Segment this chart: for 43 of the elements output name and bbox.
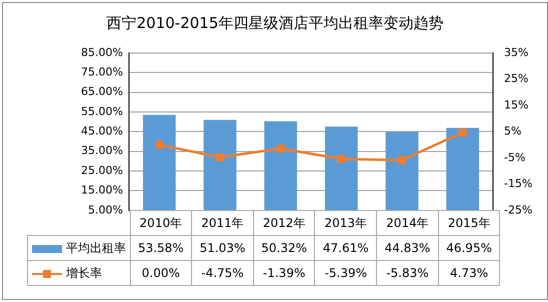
- legend-label: 增长率: [66, 266, 102, 280]
- data-label: 51.03%: [192, 236, 254, 261]
- y2-tick-label: 15%: [504, 98, 528, 112]
- y-tick-label: 25.00%: [81, 164, 123, 177]
- legend-label: 平均出租率: [66, 240, 126, 255]
- y-tick-label: 15.00%: [81, 184, 123, 197]
- data-label: 47.61%: [314, 236, 377, 261]
- point: [216, 153, 224, 162]
- y-tick-label: 85.00%: [81, 46, 123, 59]
- data-label: 44.83%: [376, 236, 438, 261]
- x-tick-label: 2010年: [130, 210, 192, 236]
- point: [458, 128, 467, 136]
- data-label: 50.32%: [253, 236, 315, 261]
- point: [155, 140, 164, 149]
- y-tick-label: 75.00%: [81, 66, 123, 79]
- y-tick-label: 5.00%: [88, 203, 123, 216]
- y2-tick-label: -5%: [504, 150, 526, 164]
- point: [337, 154, 346, 164]
- x-tick-label: 2011年: [192, 210, 254, 236]
- data-label: -5.83%: [376, 260, 438, 286]
- data-label: 46.95%: [438, 236, 500, 261]
- data-label: -4.75%: [192, 260, 254, 286]
- x-tick-label: 2012年: [253, 210, 315, 236]
- y-tick-label: 55.00%: [81, 104, 123, 118]
- data-label: -1.39%: [253, 260, 315, 286]
- y2-tick-label: -15%: [504, 177, 532, 190]
- y2-tick-label: 25%: [504, 72, 528, 86]
- y2-tick-label: -25%: [504, 203, 532, 216]
- data-label: -5.39%: [314, 260, 377, 286]
- point: [398, 156, 406, 164]
- x-tick-label: 2015年: [438, 210, 500, 236]
- point: [276, 144, 285, 153]
- y2-tick-label: 35%: [504, 46, 528, 59]
- data-label: 53.58%: [130, 236, 192, 261]
- chart-title: 西宁2010-2015年四星级酒店平均出租率变动趋势: [106, 14, 444, 32]
- data-label: 0.00%: [130, 260, 192, 286]
- x-tick-label: 2014年: [376, 210, 438, 236]
- y-tick-label: 45.00%: [81, 124, 123, 138]
- y2-tick-label: 5%: [504, 124, 522, 138]
- y-tick-label: 65.00%: [81, 85, 123, 98]
- x-tick-label: 2013年: [314, 210, 377, 236]
- data-label: 4.73%: [438, 260, 500, 286]
- y-tick-label: 35.00%: [81, 144, 123, 158]
